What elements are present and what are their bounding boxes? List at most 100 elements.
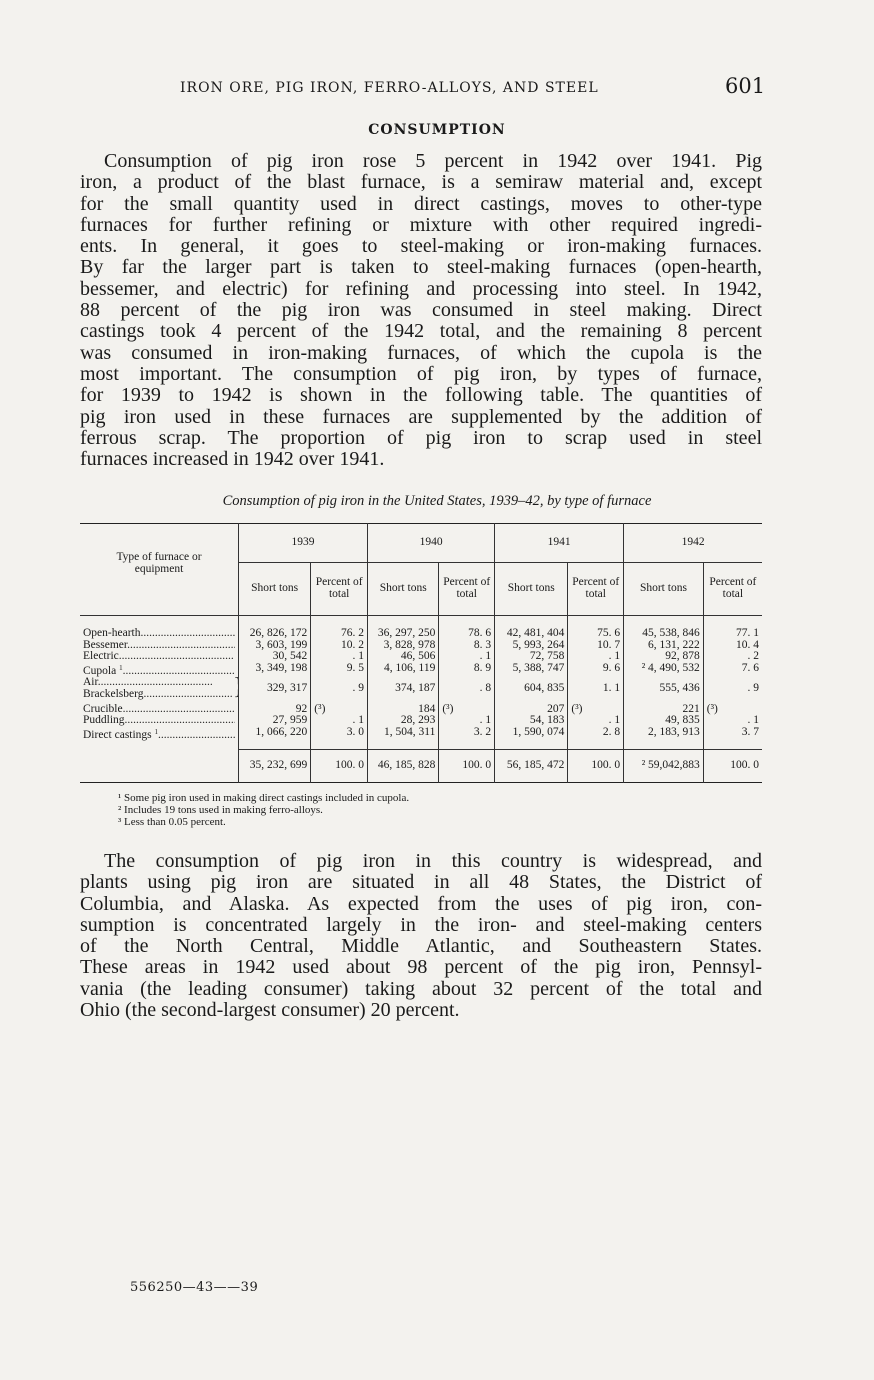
percent-cell: 3. 0 [310,726,368,742]
percent-cell: 9. 6 [567,662,624,678]
percent-cell: (³) [310,700,368,716]
tons-cell: 4, 106, 119 [367,662,439,678]
row-header: Type of furnace or equipment [116,550,202,575]
furnace-label: Puddling................................… [83,715,235,727]
label-text: Bessemer [83,639,128,651]
percent-cell: (³) [438,700,495,716]
tons-cell: 26, 826, 172 [237,615,311,640]
short-tons-header: Short tons [494,562,568,616]
tons-cell: 54, 183 [494,715,568,727]
short-tons-header: Short tons [237,562,311,616]
percent-cell: . 1 [702,715,762,727]
table-row: Air.....................................… [80,677,762,701]
label-text: Crucible [83,703,123,715]
tons-cell: 92, 878 [623,651,704,663]
tons-cell: 28, 293 [367,715,439,727]
running-head: IRON ORE, PIG IRON, FERRO-ALLOYS, AND ST… [180,80,599,96]
percent-cell: . 1 [310,715,368,727]
tons-cell: 1, 590, 074 [494,726,568,742]
furnace-label: Cupola 1................................… [83,663,235,677]
total-cell: 56, 185, 472 [494,748,568,783]
footnote: ³ Less than 0.05 percent. [118,816,226,828]
spacer [237,741,311,750]
paragraph-distribution: The consumption of pig iron in this coun… [80,850,762,1021]
text-line: iron, a product of the blast furnace, is… [80,171,762,194]
text-line: Consumption of pig iron rose 5 percent i… [104,150,762,172]
short-tons-header: Short tons [623,562,704,616]
tons-cell: 221 [623,700,704,716]
percent-cell: 10. 7 [567,639,624,652]
tons-cell: 46, 506 [367,651,439,663]
tons-cell: 5, 993, 264 [494,639,568,652]
label-text: Puddling [83,715,125,727]
footnote: ² Includes 19 tons used in making ferro-… [118,804,323,816]
percent-cell: 1. 1 [567,677,624,701]
text-line: vania (the leading consumer) taking abou… [80,977,762,1000]
total-row: 35, 232, 699 100. 0 46, 185, 828 100. 0 56, … [80,748,762,783]
text-line: for the small quantity used in direct ca… [80,192,762,215]
percent-cell: 9. 5 [310,662,368,678]
percent-header: Percent of total [438,562,495,616]
tons-cell: 49, 835 [623,715,704,727]
percent-cell: . 1 [438,715,495,727]
spacer [702,741,762,750]
tons-cell: 6, 131, 222 [623,639,704,652]
footnote-ref: 1 [119,663,123,672]
percent-cell: 10. 2 [310,639,368,652]
percent-cell: . 9 [310,677,368,701]
brace-glyph: } [233,677,239,699]
text-line: ents. In general, it goes to steel-makin… [80,235,762,258]
paragraph-consumption: Consumption of pig iron rose 5 percent i… [80,150,762,470]
spacer [310,741,368,750]
tons-cell: 72, 758 [494,651,568,663]
percent-cell: . 1 [438,651,495,663]
tons-cell: 329, 317 [237,677,311,701]
spacer [438,741,495,750]
total-cell: 100. 0 [567,748,624,783]
text-line: pig iron used in these furnaces are supp… [80,405,762,428]
tons-cell: 604, 835 [494,677,568,701]
percent-cell: 3. 2 [438,726,495,742]
spacer [623,741,704,750]
label-text: Open-hearth [83,628,141,639]
total-cell: 35, 232, 699 [237,748,311,783]
total-cell: 100. 0 [702,748,762,783]
tons-cell: 3, 828, 978 [367,639,439,652]
furnace-label: Open-hearth.............................… [83,628,235,639]
total-cell: 100. 0 [310,748,368,783]
percent-cell: . 2 [702,651,762,663]
year-header: 1942 [623,523,762,563]
label-text: Cupola [83,664,117,677]
text-line: 88 percent of the pig iron was consumed … [80,299,762,322]
percent-cell: 8. 3 [438,639,495,652]
percent-cell: (³) [702,700,762,716]
label-text: Direct castings [83,728,152,741]
total-cell: ² 59,042,883 [623,748,704,783]
percent-cell: 2. 8 [567,726,624,742]
total-cell: 46, 185, 828 [367,748,439,783]
label-text: Brackelsberg [83,688,144,700]
table-caption: Consumption of pig iron in the United St… [222,493,652,509]
furnace-label: Bessemer................................… [83,639,235,651]
table-row: Open-hearth.............................… [80,615,762,640]
year-header: 1939 [237,523,368,563]
percent-cell: . 1 [310,651,368,663]
text-line: These areas in 1942 used about 98 percen… [80,956,762,979]
percent-header: Percent of total [310,562,368,616]
tons-cell: 207 [494,700,568,716]
text-line: The consumption of pig iron in this coun… [104,850,762,872]
spacer [494,741,568,750]
table-row: Direct castings 1.......................… [80,726,762,742]
percent-cell: 8. 9 [438,662,495,678]
footnotes: ¹ Some pig iron used in making direct ca… [118,792,409,828]
furnace-label: Electric................................… [83,651,234,663]
table-row: Bessemer................................… [80,639,762,652]
tons-cell: 1, 504, 311 [367,726,439,742]
percent-cell: 76. 2 [310,615,368,640]
tons-cell: 3, 349, 198 [237,662,311,678]
text-line: of the North Central, Middle Atlantic, a… [80,935,762,958]
tons-cell: 36, 297, 250 [367,615,439,640]
short-tons-header: Short tons [367,562,439,616]
table-row: Crucible................................… [80,700,762,716]
table-row: Cupola 1................................… [80,662,762,678]
